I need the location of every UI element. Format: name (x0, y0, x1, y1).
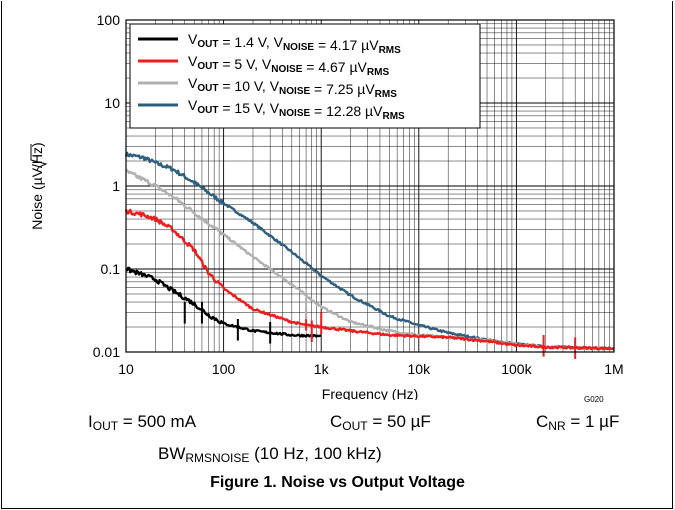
y-tick-label: 0.01 (93, 344, 120, 360)
x-tick-label: 10k (408, 361, 432, 377)
svg-text:Noise (µV/Hz): Noise (µV/Hz) (29, 142, 45, 229)
y-tick-label: 1 (112, 178, 120, 194)
x-tick-label: 100 (212, 361, 236, 377)
sqrt-sign (30, 144, 48, 171)
y-tick-label: 100 (97, 12, 121, 28)
series-line-0 (124, 151, 615, 351)
noise-chart: 10 100 1k 10k 100k 1M 0.01 0.1 1 10 100 Frequency … (29, 12, 624, 400)
series-line-2 (124, 208, 615, 351)
bandwidth-condition: BWRMSNOISE (10 Hz, 100 kHz) (158, 444, 382, 465)
x-tick-label: 100k (501, 361, 532, 377)
legend-box (129, 23, 481, 129)
y-axis-label: Noise (µV/Hz) (29, 142, 48, 230)
legend-label: VOUT = 1.4 V, VNOISE = 4.17 µVRMS (188, 31, 401, 56)
cout-condition: COUT = 50 µF (330, 412, 431, 433)
figure-caption: Figure 1. Noise vs Output Voltage (210, 474, 465, 491)
x-tick-label: 1k (314, 361, 330, 377)
cnr-condition: CNR = 1 µF (536, 412, 620, 433)
y-tick-label: 0.1 (101, 261, 121, 277)
series-line-1 (125, 168, 615, 351)
x-axis-label: Frequency (Hz) (322, 386, 418, 400)
figure-id: G020 (584, 395, 604, 404)
plot-border (125, 19, 615, 353)
legend-label: VOUT = 10 V, VNOISE = 7.25 µVRMS (188, 75, 397, 100)
iout-condition: IOUT = 500 mA (88, 412, 197, 433)
legend-label: VOUT = 5 V, VNOISE = 4.67 µVRMS (188, 53, 389, 78)
x-tick-label: 1M (604, 361, 623, 377)
x-tick-label: 10 (118, 361, 134, 377)
tick-labels: 10 100 1k 10k 100k 1M 0.01 0.1 1 10 100 (93, 12, 624, 377)
legend-label: VOUT = 15 V, VNOISE = 12.28 µVRMS (188, 97, 405, 122)
y-tick-label: 10 (104, 95, 120, 111)
chart-series (124, 151, 615, 359)
series-line-3 (125, 266, 322, 338)
